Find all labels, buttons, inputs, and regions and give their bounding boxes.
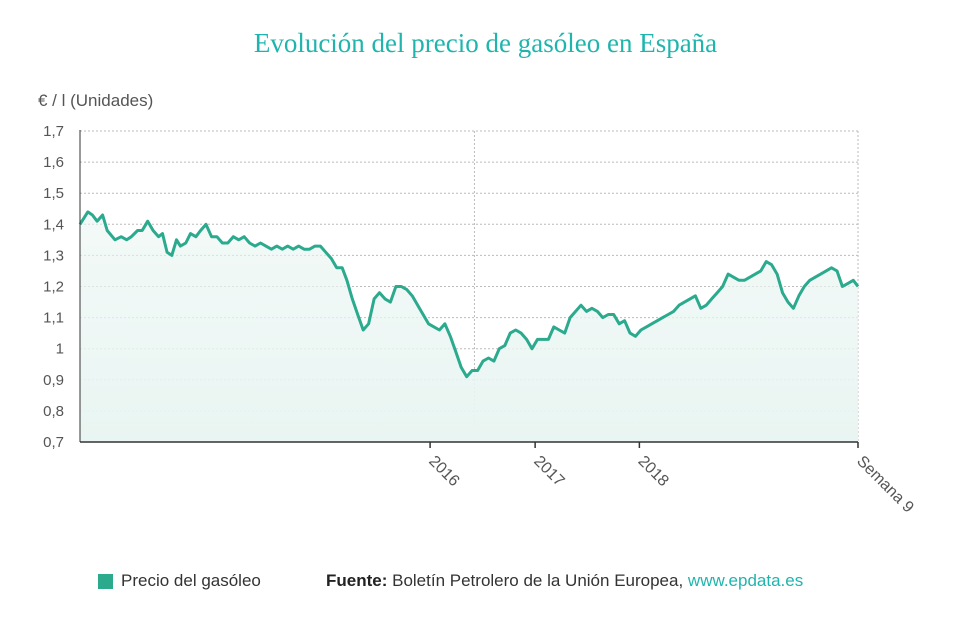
y-tick-label: 0,8: [43, 403, 64, 420]
source-note: Fuente: Boletín Petrolero de la Unión Eu…: [326, 571, 803, 591]
series-area: [80, 211, 858, 442]
chart-canvas: 0,7 0,8 0,9 1 1,1 1,2 1,3 1,4 1,5 1,6 1,7 2016 2017 2…: [43, 123, 917, 517]
y-tick-label: 1,3: [43, 247, 64, 264]
x-tick-label: 2018: [635, 453, 672, 490]
legend: Precio del gasóleo: [98, 571, 261, 591]
source-text: Boletín Petrolero de la Unión Europea,: [387, 571, 688, 590]
chart-title: Evolución del precio de gasóleo en Españ…: [253, 28, 718, 58]
y-tick-label: 1,6: [43, 154, 64, 171]
series-line: [78, 210, 860, 379]
y-tick-label: 1,4: [43, 216, 64, 233]
y-tick-label: 1,1: [43, 310, 64, 327]
legend-swatch: [98, 573, 113, 589]
y-tick-label: 1,2: [43, 279, 64, 296]
y-tick-label: 0,9: [43, 372, 64, 389]
x-tick-label: 2017: [530, 453, 567, 490]
x-tick-label: Semana 9: [853, 453, 917, 517]
source-prefix: Fuente:: [326, 571, 388, 590]
source-link[interactable]: www.epdata.es: [687, 571, 804, 590]
y-tick-label: 1,5: [43, 185, 64, 202]
y-tick-label: 1,7: [43, 123, 64, 140]
y-tick-label: 0,7: [43, 434, 64, 451]
y-axis-unit-label: € / l (Unidades): [38, 91, 154, 110]
y-tick-label: 1: [56, 341, 64, 358]
x-tick-label: 2016: [425, 453, 462, 490]
legend-label: Precio del gasóleo: [121, 571, 261, 590]
